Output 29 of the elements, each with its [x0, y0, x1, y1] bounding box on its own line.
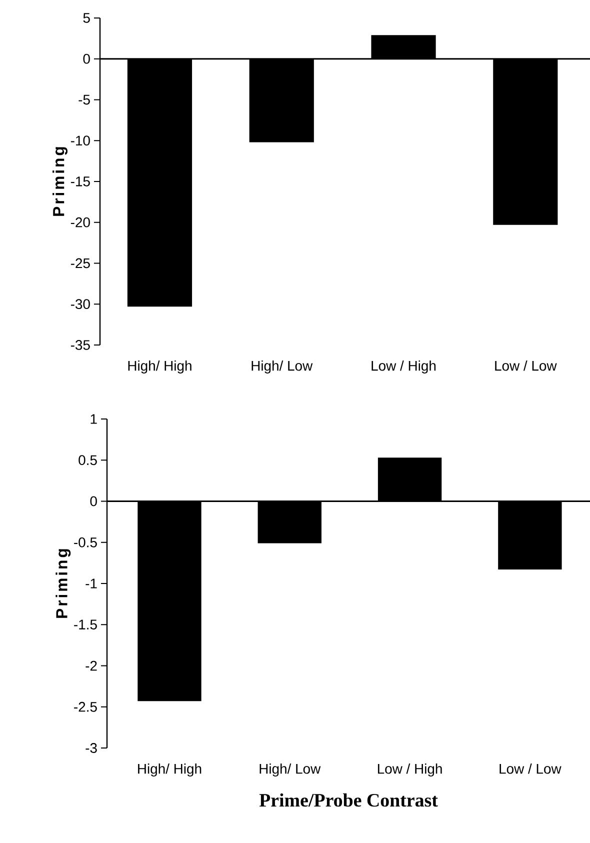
- y-tick-label: -30: [70, 299, 90, 310]
- y-tick-label: 1: [90, 414, 97, 424]
- y-tick-label: -0.5: [74, 537, 97, 548]
- x-tick-label: Low / High: [378, 764, 442, 777]
- y-tick-label: -1: [86, 578, 97, 588]
- x-tick-label: High/ High: [138, 764, 202, 777]
- x-tick-label: Low / Low: [500, 764, 562, 774]
- y-axis-title: Priming: [56, 549, 71, 618]
- x-tick-label: High/ Low: [252, 360, 313, 374]
- y-tick-label: -25: [70, 258, 90, 268]
- y-tick-label: -35: [70, 340, 90, 350]
- x-tick-label: High/ High: [128, 360, 192, 374]
- y-tick-label: 0.5: [78, 455, 97, 466]
- y-tick-label: -15: [70, 176, 90, 186]
- y-tick-label: -2.5: [74, 702, 97, 712]
- y-tick-label: 0: [90, 496, 97, 506]
- y-tick-label: -2: [86, 660, 97, 671]
- x-tick-label: Low / High: [372, 360, 436, 374]
- x-tick-label: High/ Low: [260, 764, 321, 777]
- y-tick-label: -3: [86, 743, 97, 753]
- x-axis-title: Prime/Probe Contrast: [259, 793, 438, 807]
- y-tick-label: -10: [70, 136, 90, 146]
- y-tick-label: 5: [83, 13, 90, 23]
- y-tick-label: -5: [78, 94, 90, 105]
- y-axis-title: Priming: [52, 147, 68, 216]
- y-tick-label: -1.5: [74, 620, 97, 630]
- y-tick-label: 0: [83, 54, 90, 64]
- x-tick-label: Low / Low: [495, 360, 557, 371]
- y-tick-label: -20: [70, 217, 90, 228]
